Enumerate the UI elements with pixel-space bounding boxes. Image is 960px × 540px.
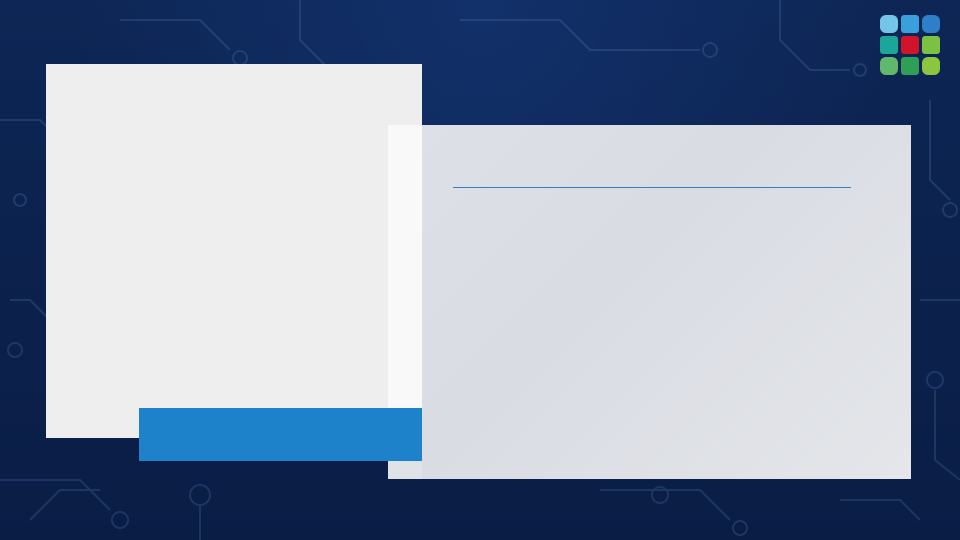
title-divider-line bbox=[453, 187, 851, 188]
right-content-panel bbox=[422, 125, 911, 479]
panel-overlap-strip bbox=[388, 125, 422, 408]
accent-caption-bar bbox=[139, 408, 422, 461]
grid-logo-icon bbox=[880, 15, 940, 75]
left-content-panel bbox=[46, 64, 422, 438]
